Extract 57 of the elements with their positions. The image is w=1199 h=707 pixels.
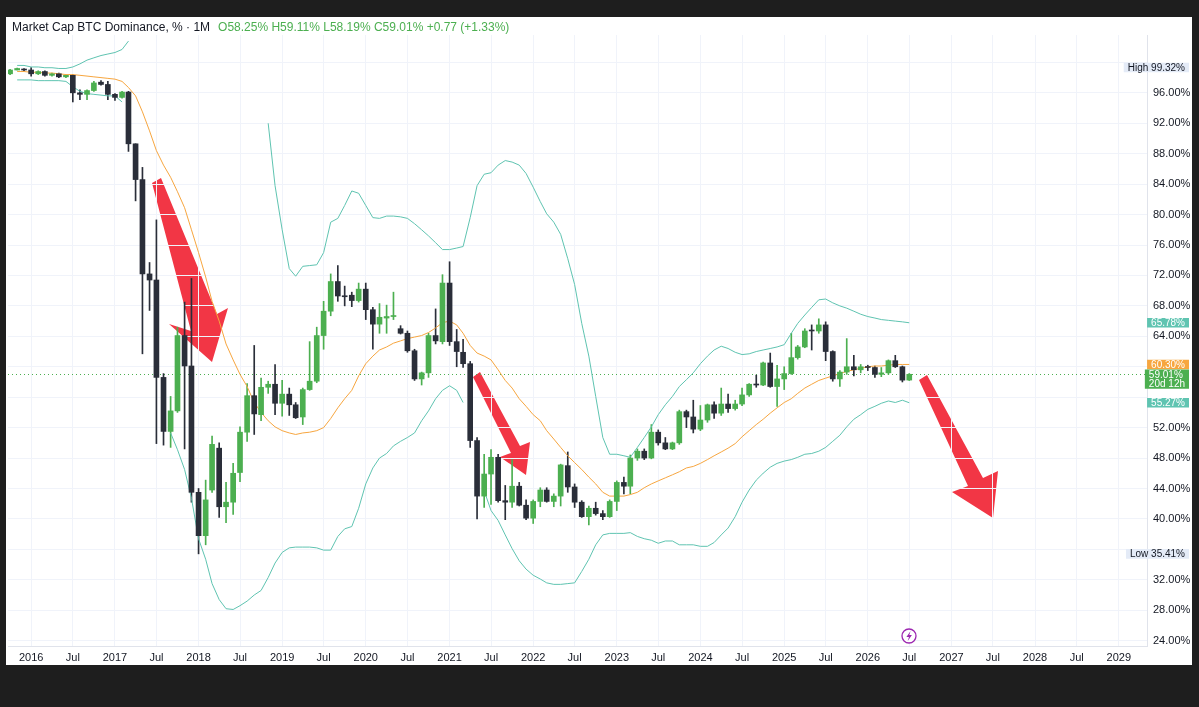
chart-title: Market Cap BTC Dominance, % · 1M [12, 20, 211, 34]
annotation: High 99.32% [1127, 61, 1186, 73]
x-tick-label: 2029 [1106, 650, 1132, 663]
x-tick-label: Jul [65, 650, 80, 663]
y-tick-label: 68.00% [1153, 298, 1191, 311]
y-tick-label: 24.00% [1153, 633, 1191, 646]
y-tick-label: 32.00% [1153, 572, 1191, 585]
y-tick-label: 64.00% [1153, 329, 1191, 342]
y-tick-label: 28.00% [1153, 603, 1191, 616]
x-tick-label: 2024 [688, 650, 713, 663]
y-tick-label: 72.00% [1153, 268, 1191, 281]
y-tick-label: 96.00% [1153, 85, 1191, 98]
x-tick-label: 2028 [1022, 650, 1048, 663]
x-tick-label: Jul [484, 650, 499, 663]
y-tick-label: 84.00% [1153, 177, 1191, 190]
x-tick-label: Jul [316, 650, 331, 663]
text: 20d 12h [1148, 378, 1186, 390]
x-tick-label: 2025 [771, 650, 797, 663]
y-tick-label: 48.00% [1153, 451, 1191, 464]
x-tick-label: Jul [818, 650, 833, 663]
x-tick-label: Jul [985, 650, 1000, 663]
x-tick-label: Jul [149, 650, 164, 663]
y-tick-label: 80.00% [1153, 207, 1191, 220]
candlestick [279, 380, 285, 417]
annotation: Low 35.41% [1129, 548, 1186, 560]
x-tick-label: Jul [902, 650, 917, 663]
x-tick-label: Jul [232, 650, 248, 663]
x-tick-label: 2018 [186, 650, 211, 663]
x-tick-label: Jul [651, 650, 666, 663]
y-tick-label: 52.00% [1153, 420, 1191, 433]
text: 55.27% [1151, 396, 1186, 408]
x-tick-label: Jul [735, 650, 750, 663]
x-tick-label: Jul [1069, 650, 1084, 663]
candlestick [725, 393, 731, 413]
x-tick-label: 2023 [604, 650, 630, 663]
x-tick-label: 2020 [353, 650, 378, 663]
x-tick-label: Jul [400, 650, 415, 663]
y-tick-label: 40.00% [1153, 511, 1191, 524]
y-tick-label: 76.00% [1153, 238, 1191, 251]
y-tick-label: 88.00% [1153, 146, 1191, 159]
y-tick-label: 44.00% [1153, 481, 1191, 494]
candlestick [251, 345, 258, 435]
chart-subtitle: O58.25% H59.11% L58.19% C59.01% +0.77 (+1.33%) [218, 20, 510, 34]
x-tick-label: 2019 [269, 650, 295, 663]
x-tick-label: 2027 [939, 650, 964, 663]
x-tick-label: 2022 [520, 650, 546, 663]
x-tick-label: 2021 [437, 650, 462, 663]
x-tick-label: 2026 [855, 650, 881, 663]
text: 60.30% [1151, 358, 1186, 370]
x-tick-label: 2016 [18, 650, 44, 663]
text: 65.78% [1151, 317, 1186, 329]
candlestick [851, 355, 857, 377]
x-tick-label: 2017 [102, 650, 128, 663]
ref-line-label: 59.01% [1148, 368, 1183, 380]
candlestick [774, 364, 780, 407]
y-tick-label: 92.00% [1153, 116, 1191, 129]
x-tick-label: Jul [567, 650, 582, 663]
